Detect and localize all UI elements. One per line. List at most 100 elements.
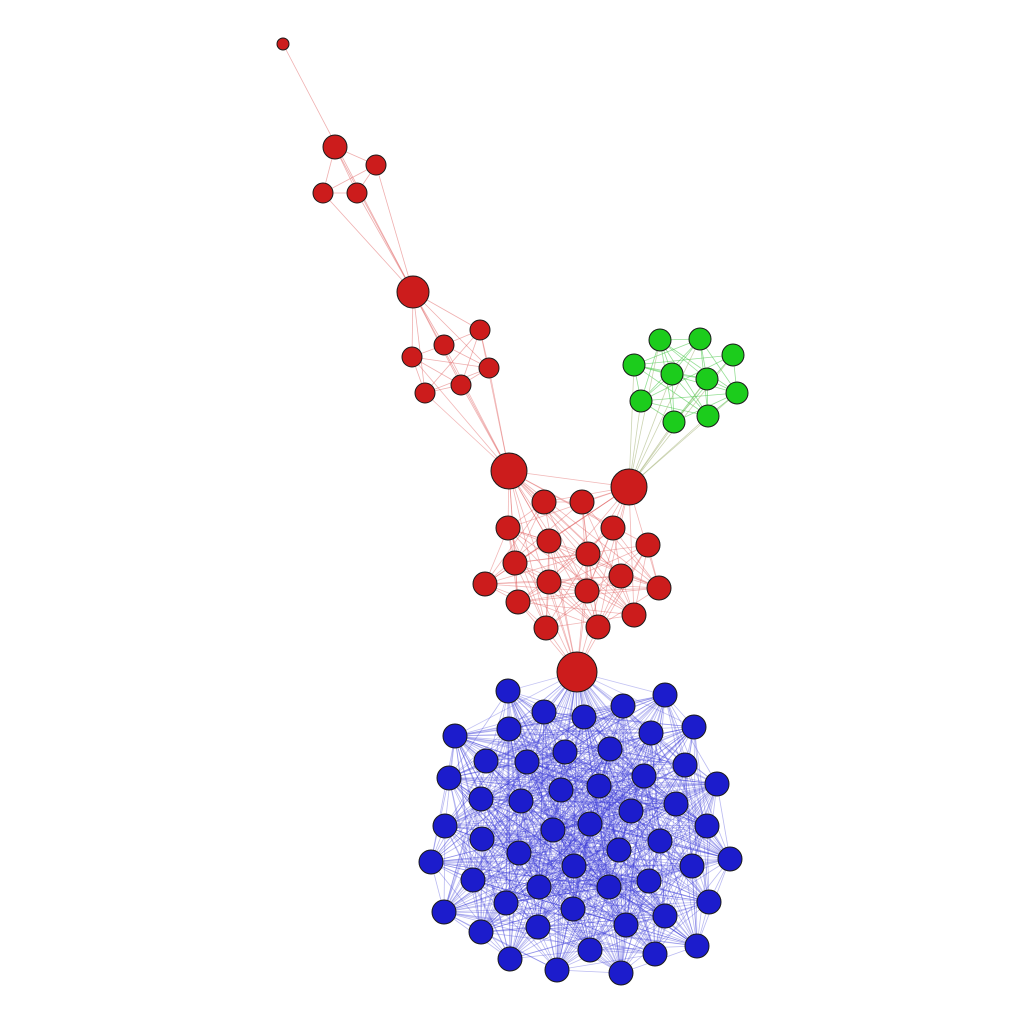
red-node: [635, 532, 661, 558]
graph-edge: [448, 777, 575, 867]
graph-edge: [518, 671, 578, 854]
graph-edge: [630, 810, 731, 860]
graph-edge: [484, 583, 588, 592]
graph-edge: [322, 192, 414, 293]
graph-edge: [654, 825, 708, 955]
graph-edge: [587, 553, 635, 616]
graph-edge: [538, 748, 611, 888]
graph-edge: [560, 789, 627, 926]
blue-node: [436, 765, 462, 791]
graph-edge: [448, 775, 645, 779]
red-node: [478, 357, 500, 379]
graph-edge: [573, 783, 718, 867]
graph-edge: [443, 825, 446, 913]
graph-edge: [552, 829, 591, 951]
graph-edge: [556, 953, 656, 971]
graph-edge: [628, 373, 673, 488]
graph-edge: [526, 761, 540, 888]
blue-node: [468, 919, 494, 945]
graph-edge: [443, 886, 540, 913]
graph-edge: [598, 785, 731, 860]
graph-edge: [443, 911, 698, 947]
graph-edge: [598, 785, 677, 805]
graph-edge: [543, 711, 695, 728]
graph-edge: [448, 777, 600, 787]
graph-edge: [375, 164, 414, 293]
graph-edge: [543, 711, 554, 831]
blue-node: [681, 714, 707, 740]
graph-edge: [625, 775, 645, 926]
graph-edge: [526, 761, 645, 777]
graph-edge: [573, 865, 656, 955]
graph-edge: [485, 760, 600, 787]
red-node: [346, 182, 368, 204]
graph-edge: [643, 775, 656, 955]
graph-edge: [472, 789, 562, 881]
graph-edge: [480, 785, 600, 800]
graph-edge: [484, 501, 583, 585]
graph-edge: [454, 735, 731, 860]
graph-edge: [583, 716, 656, 955]
graph-edge: [526, 761, 661, 842]
graph-edge: [509, 671, 578, 960]
blue-node: [663, 791, 689, 817]
graph-edge: [543, 501, 622, 577]
blue-node: [638, 720, 664, 746]
graph-edge: [560, 789, 661, 842]
graph-edge: [664, 783, 718, 917]
graph-edge: [424, 392, 510, 472]
graph-edge: [659, 840, 666, 917]
graph-edge: [444, 800, 522, 827]
graph-edge: [560, 789, 656, 955]
graph-edge: [508, 470, 660, 589]
graph-edge: [633, 364, 709, 417]
red-node: [646, 575, 672, 601]
green-node: [648, 328, 672, 352]
graph-edge: [520, 671, 578, 802]
graph-edge: [448, 777, 540, 888]
graph-edge: [537, 726, 695, 928]
graph-edge: [472, 711, 545, 881]
graph-edge: [572, 732, 652, 910]
graph-edge: [443, 886, 610, 913]
red-node: [585, 614, 611, 640]
graph-edge: [508, 728, 632, 812]
graph-edge: [537, 915, 666, 928]
graph-edge: [520, 694, 666, 802]
blue-node: [631, 763, 657, 789]
red-node: [276, 37, 290, 51]
graph-edge: [454, 735, 566, 753]
graph-edge: [526, 705, 624, 763]
blue-node: [704, 771, 730, 797]
graph-edge: [480, 798, 710, 903]
graph-edge: [424, 329, 481, 394]
graph-edge: [716, 783, 731, 860]
green-node: [721, 343, 745, 367]
graph-edge: [583, 716, 718, 785]
red-node: [502, 550, 528, 576]
graph-edge: [659, 783, 718, 842]
graph-edge: [598, 726, 695, 787]
graph-edge: [480, 732, 652, 800]
graph-edge: [507, 690, 562, 791]
graph-edge: [659, 339, 709, 417]
graph-edge: [538, 886, 591, 951]
graph-edge: [620, 840, 661, 974]
graph-edge: [576, 671, 620, 851]
graph-edge: [480, 751, 566, 800]
red-node: [401, 346, 423, 368]
nodes-layer: [276, 37, 749, 986]
graph-edge: [564, 751, 710, 903]
graph-edge: [633, 354, 734, 366]
graph-edge: [481, 785, 600, 840]
graph-edge: [454, 735, 645, 777]
graph-edge: [589, 823, 693, 867]
graph-edge: [630, 810, 710, 903]
graph-edge: [508, 470, 622, 577]
graph-edge: [691, 865, 698, 947]
red-node: [556, 651, 598, 693]
graph-edge: [583, 716, 677, 805]
graph-edge: [572, 775, 645, 910]
graph-edge: [485, 760, 666, 917]
graph-edge: [505, 728, 510, 904]
